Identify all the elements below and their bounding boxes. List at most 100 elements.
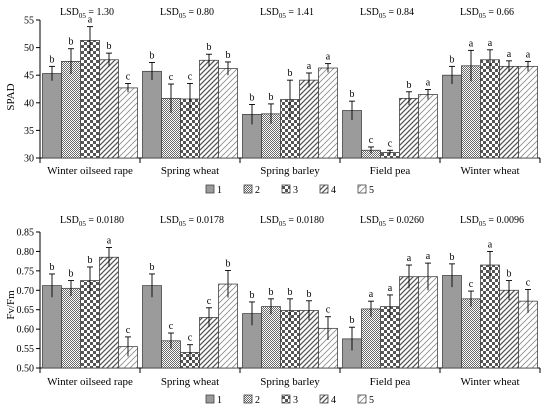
- lsd-label: LSD05 = 0.80: [160, 7, 214, 20]
- significance-letter: c: [188, 333, 193, 344]
- lsd-label: LSD05 = 1.41: [260, 7, 314, 20]
- significance-letter: a: [526, 49, 531, 60]
- y-tick-label: 40: [24, 98, 34, 109]
- legend-swatch: [281, 184, 291, 194]
- significance-letter: a: [107, 236, 112, 247]
- bar: [199, 59, 219, 159]
- legend-label: 1: [217, 395, 222, 406]
- lsd-label: LSD05 = 0.0178: [160, 215, 224, 228]
- bar: [42, 73, 62, 159]
- y-tick-label: 45: [24, 71, 34, 82]
- significance-letter: b: [88, 255, 93, 266]
- significance-letter: b: [288, 68, 293, 79]
- y-tick-label: 0.60: [17, 325, 35, 336]
- significance-letter: c: [169, 72, 174, 83]
- significance-letter: c: [188, 71, 193, 82]
- spad-chart: 30 35 40 45 50 55 SPAD Winter oilseed rape LSD05…: [5, 7, 541, 177]
- category-label: Field pea: [370, 165, 411, 177]
- bar: [142, 285, 162, 369]
- bar: [418, 276, 438, 369]
- legend-swatch: [281, 394, 291, 404]
- significance-letter: b: [250, 92, 255, 103]
- bar: [480, 59, 500, 159]
- lsd-label: LSD05 = 0.0096: [460, 215, 524, 228]
- bar: [361, 308, 381, 369]
- significance-letter: b: [507, 269, 512, 280]
- y-tick-label: 0.70: [17, 286, 35, 297]
- legend-label: 2: [255, 395, 260, 406]
- spad-legend: 1 2 3 4 5: [205, 184, 374, 196]
- y-tick-label: 0.65: [17, 305, 35, 316]
- significance-letter: c: [126, 71, 131, 82]
- category-label: Spring barley: [260, 376, 320, 388]
- bar: [461, 298, 481, 369]
- significance-letter: c: [526, 278, 531, 289]
- significance-letter: a: [388, 283, 393, 294]
- bar: [61, 61, 81, 159]
- legend-swatch: [243, 184, 253, 194]
- lsd-label: LSD05 = 0.0180: [260, 215, 324, 228]
- significance-letter: a: [507, 49, 512, 60]
- bar: [99, 256, 119, 369]
- category-label: Spring wheat: [161, 165, 219, 177]
- legend-swatch: [357, 184, 367, 194]
- significance-letter: a: [369, 289, 374, 300]
- lsd-label: LSD05 = 0.84: [360, 7, 414, 20]
- y-axis-label: SPAD: [5, 83, 17, 110]
- y-tick-label: 0.75: [17, 266, 35, 277]
- significance-letter: a: [426, 78, 431, 89]
- category-label: Field pea: [370, 376, 411, 388]
- y-tick-label: 35: [24, 126, 34, 137]
- bar: [442, 74, 462, 159]
- lsd-label: LSD05 = 0.0260: [360, 215, 424, 228]
- legend-swatch: [205, 184, 215, 194]
- bar: [418, 94, 438, 159]
- lsd-label: LSD05 = 0.0180: [60, 215, 124, 228]
- significance-letter: b: [50, 54, 55, 65]
- bar: [442, 275, 462, 369]
- y-tick-label: 0.55: [17, 344, 35, 355]
- category-label: Spring wheat: [161, 376, 219, 388]
- significance-letter: b: [269, 287, 274, 298]
- significance-letter: c: [369, 135, 374, 146]
- significance-letter: c: [207, 296, 212, 307]
- bar: [499, 65, 519, 159]
- y-tick-label: 30: [24, 154, 34, 165]
- significance-letter: b: [50, 262, 55, 273]
- bar: [118, 87, 138, 159]
- bar: [480, 264, 500, 369]
- significance-letter: b: [207, 42, 212, 53]
- legend-swatch: [319, 184, 329, 194]
- legend-label: 4: [331, 395, 336, 406]
- significance-letter: c: [388, 138, 393, 149]
- bar: [399, 97, 419, 159]
- legend-label: 5: [369, 395, 374, 406]
- significance-letter: b: [307, 289, 312, 300]
- bar: [318, 67, 338, 159]
- significance-letter: b: [450, 252, 455, 263]
- bar: [142, 70, 162, 159]
- significance-letter: c: [126, 325, 131, 336]
- significance-letter: a: [307, 61, 312, 72]
- bar: [42, 285, 62, 369]
- significance-letter: b: [407, 80, 412, 91]
- lsd-label: LSD05 = 0.66: [460, 7, 514, 20]
- significance-letter: c: [326, 305, 331, 316]
- legend-label: 1: [217, 185, 222, 196]
- significance-letter: a: [488, 239, 493, 250]
- bar: [499, 289, 519, 369]
- legend-label: 3: [293, 185, 298, 196]
- significance-letter: c: [469, 279, 474, 290]
- legend-label: 4: [331, 185, 336, 196]
- bar: [299, 79, 319, 159]
- y-tick-label: 0.80: [17, 247, 35, 258]
- significance-letter: a: [469, 38, 474, 49]
- bar: [261, 306, 281, 369]
- y-axis-label: Fv/Fm: [5, 290, 17, 320]
- category-label: Winter wheat: [460, 376, 519, 388]
- significance-letter: b: [69, 37, 74, 48]
- legend-swatch: [205, 394, 215, 404]
- legend-swatch: [319, 394, 329, 404]
- significance-letter: b: [269, 92, 274, 103]
